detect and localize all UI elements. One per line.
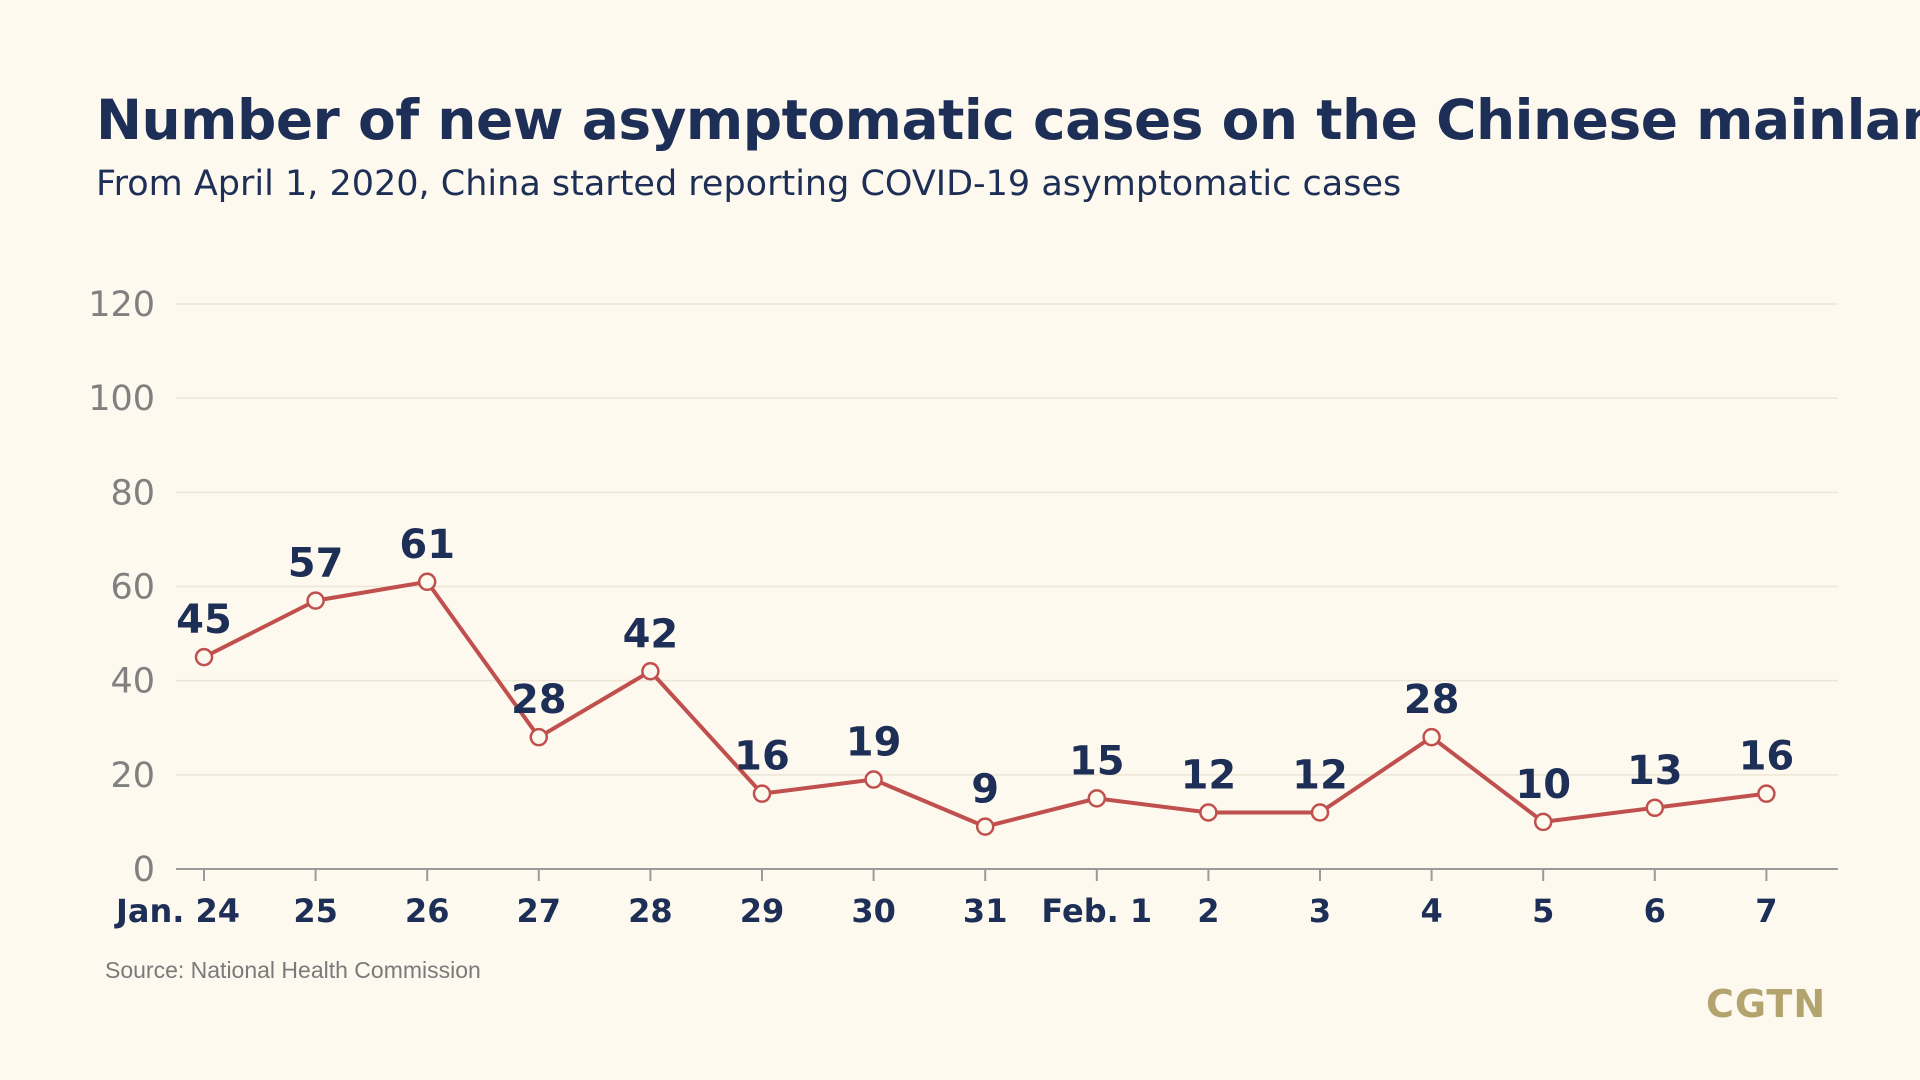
x-axis: Jan. 24 25 26 27 28 29 30 31 Feb. 1 2 3 4 5 6 7: [114, 868, 1838, 930]
data-label: 9: [971, 767, 999, 813]
data-point: [1533, 812, 1553, 832]
data-point: [1310, 803, 1330, 822]
y-tick-label: 120: [88, 285, 155, 325]
y-tick-label: 100: [88, 379, 155, 419]
data-label: 12: [1292, 753, 1348, 799]
data-point: [864, 770, 883, 789]
data-point: [752, 784, 772, 803]
x-tick-label: Feb. 1: [1041, 892, 1152, 930]
chart-title: Number of new asymptomatic cases on the …: [96, 88, 1920, 152]
y-tick-label: 20: [110, 756, 155, 796]
data-point: [1757, 784, 1776, 803]
data-label: 15: [1069, 738, 1125, 784]
data-label: 16: [734, 734, 790, 780]
data-point: [194, 647, 214, 667]
y-tick-label: 80: [110, 473, 155, 513]
y-tick-label: 0: [133, 850, 155, 890]
data-label: 28: [511, 677, 567, 723]
x-tick-label: 30: [851, 892, 896, 930]
data-point: [417, 572, 437, 592]
x-tick-label: 31: [963, 892, 1008, 930]
x-tick-label: 27: [517, 892, 562, 930]
data-label: 28: [1404, 677, 1460, 723]
x-tick-label: 6: [1644, 892, 1666, 930]
data-label: 13: [1627, 748, 1683, 794]
x-tick-label: 5: [1532, 892, 1554, 930]
data-point: [975, 817, 995, 836]
data-point: [641, 662, 660, 681]
gridlines: [176, 303, 1838, 776]
data-label: 61: [399, 522, 455, 568]
y-tick-label: 40: [110, 662, 155, 702]
x-tick-label: 28: [628, 892, 673, 930]
y-axis: 0 20 40 60 80 100 120: [88, 285, 155, 890]
data-point: [1199, 803, 1218, 822]
data-label: 45: [176, 597, 232, 643]
data-label: 57: [288, 541, 344, 587]
data-label: 42: [623, 611, 679, 657]
x-tick-label: 25: [293, 892, 338, 930]
data-label: 19: [846, 720, 902, 766]
x-tick-label: 2: [1197, 892, 1219, 930]
data-label: 12: [1181, 753, 1237, 799]
x-tick-label: 3: [1309, 892, 1331, 930]
data-points: [194, 572, 1776, 836]
data-point: [529, 727, 549, 747]
data-labels: 45 57 61 28 42 16 19 9 15 12 12 28 10 13 16: [176, 522, 1794, 813]
y-tick-label: 60: [110, 568, 155, 608]
data-point: [1645, 798, 1665, 818]
x-tick-label: 29: [740, 892, 785, 930]
x-tick-label: 4: [1420, 892, 1442, 930]
source-note: Source: National Health Commission: [105, 957, 481, 983]
data-label: 16: [1739, 734, 1795, 780]
data-point: [1087, 789, 1107, 808]
data-point: [1422, 727, 1441, 747]
data-point: [306, 591, 325, 610]
chart-subtitle: From April 1, 2020, China started report…: [96, 164, 1402, 204]
cgtn-logo: CGTN: [1706, 982, 1827, 1026]
x-tick-label: Jan. 24: [114, 892, 240, 930]
x-tick-label: 26: [405, 892, 450, 930]
x-tick-label: 7: [1755, 892, 1777, 930]
data-label: 10: [1515, 762, 1571, 808]
